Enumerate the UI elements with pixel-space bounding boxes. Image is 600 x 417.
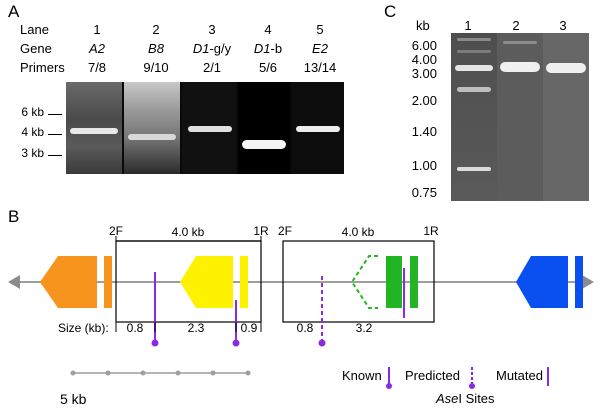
lane-row-label: Lane xyxy=(20,22,49,37)
gel-lane xyxy=(238,82,290,174)
predicted-site-dot xyxy=(318,339,326,347)
lane-primers: 5/6 xyxy=(258,60,278,75)
dna-band xyxy=(457,87,491,92)
fragment-size: 0.9 xyxy=(240,321,258,335)
gel-lane xyxy=(292,82,344,174)
lane-gene: A2 xyxy=(89,41,105,56)
size-marker-tick xyxy=(48,134,62,135)
fragment-size: 0.8 xyxy=(126,321,144,335)
fragment-size: 2.3 xyxy=(187,321,205,335)
known-site-dot xyxy=(151,339,159,347)
dna-band xyxy=(500,62,540,72)
ladder-label: 1.00 xyxy=(411,158,437,173)
panel-c-letter: C xyxy=(384,2,397,21)
amplicon-size: 4.0 kb xyxy=(341,225,375,239)
known-site-dot xyxy=(232,339,240,347)
ladder-label: 4.00 xyxy=(411,52,437,67)
left-arrowhead xyxy=(8,275,20,289)
dna-band xyxy=(546,63,586,73)
scale-tick xyxy=(210,370,216,376)
dna-band xyxy=(457,50,491,53)
ladder-label: 6.00 xyxy=(411,38,437,53)
primer-label: 1R xyxy=(423,224,439,238)
lane-gene: E2 xyxy=(312,41,328,56)
lane-primers: 9/10 xyxy=(143,60,169,75)
lane-primers: 13/14 xyxy=(303,60,337,75)
ladder-label: 3.00 xyxy=(411,66,437,81)
panel-a-letter: A xyxy=(8,2,20,21)
scale-label: 5 kb xyxy=(60,391,87,407)
dna-band xyxy=(242,140,286,149)
gel-image-c xyxy=(451,33,589,201)
dna-band xyxy=(70,128,118,134)
orange-gene-exon xyxy=(104,256,112,308)
orange-gene-exon xyxy=(40,256,97,308)
size-marker-tick xyxy=(48,114,62,115)
dna-band xyxy=(455,65,493,71)
gene-row-label: Gene xyxy=(20,41,52,56)
asei-sites-label: AseI Sites xyxy=(436,391,495,406)
yellow-gene-exon xyxy=(240,256,248,308)
lane-gene: D1-g/y xyxy=(192,41,232,56)
primers-row-label: Primers xyxy=(20,60,65,75)
green-gene-exon xyxy=(386,256,402,308)
scale-tick xyxy=(140,370,146,376)
gel-lane-number: 2 xyxy=(512,18,520,33)
dna-band xyxy=(128,134,176,140)
right-amplicon-box xyxy=(282,240,435,323)
predicted-legend-label: Predicted xyxy=(405,368,460,383)
yellow-gene-exon xyxy=(180,256,233,308)
primer-label: 2F xyxy=(108,224,124,238)
gel-lane xyxy=(497,33,543,201)
ladder-label: 2.00 xyxy=(411,93,437,108)
gel-lane xyxy=(124,82,180,174)
lane-primers: 7/8 xyxy=(87,60,107,75)
gel-lane xyxy=(451,33,497,201)
lane-number: 3 xyxy=(208,22,216,37)
lane-gene: B8 xyxy=(148,41,164,56)
green-gene-exon xyxy=(410,256,418,308)
blue-gene-exon xyxy=(575,256,583,308)
dna-band xyxy=(457,38,491,41)
size-marker-label: 3 kb xyxy=(21,146,44,160)
lane-number: 1 xyxy=(93,22,101,37)
lane-number: 2 xyxy=(152,22,160,37)
primer-label: 2F xyxy=(277,224,293,238)
size-marker-tick xyxy=(48,155,62,156)
dna-band xyxy=(457,167,491,171)
amplicon-size: 4.0 kb xyxy=(171,225,205,239)
scale-tick xyxy=(245,370,251,376)
gel-lane xyxy=(66,82,122,174)
lane-primers: 2/1 xyxy=(202,60,222,75)
gel-image-a xyxy=(66,82,344,174)
gel-lane-number: 1 xyxy=(464,18,472,33)
panel-b-letter: B xyxy=(8,207,20,226)
size-label: Size (kb): xyxy=(58,321,109,335)
blue-gene-exon xyxy=(516,256,568,308)
scale-tick xyxy=(105,370,111,376)
dna-band xyxy=(296,126,340,132)
size-marker-label: 4 kb xyxy=(21,125,44,139)
gel-unit-label: kb xyxy=(416,18,430,33)
lane-number: 4 xyxy=(264,22,272,37)
dna-band xyxy=(503,41,537,44)
lane-gene: D1-b xyxy=(253,41,283,56)
dna-band xyxy=(188,126,232,132)
ladder-label: 0.75 xyxy=(411,185,437,200)
scale-tick xyxy=(175,370,181,376)
fragment-size: 3.2 xyxy=(355,321,373,335)
right-arrowhead xyxy=(582,275,594,289)
gel-lane-number: 3 xyxy=(559,18,567,33)
size-marker-label: 6 kb xyxy=(21,105,44,119)
lane-number: 5 xyxy=(316,22,324,37)
gel-lane xyxy=(182,82,236,174)
gel-lane xyxy=(543,33,589,201)
primer-label: 1R xyxy=(253,224,269,238)
ladder-label: 1.40 xyxy=(411,124,437,139)
mutated-legend-label: Mutated xyxy=(496,368,543,383)
known-legend-label: Known xyxy=(342,368,382,383)
fragment-size: 0.8 xyxy=(296,321,314,335)
scale-tick xyxy=(70,370,76,376)
